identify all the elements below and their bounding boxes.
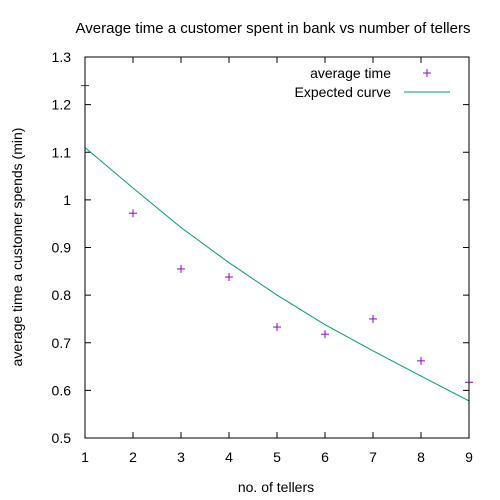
x-tick-label: 4	[225, 449, 233, 465]
y-axis-title: average time a customer spends (min)	[9, 128, 25, 367]
legend-label: Expected curve	[295, 84, 392, 100]
x-tick-label: 6	[321, 449, 329, 465]
x-tick-label: 3	[177, 449, 185, 465]
y-tick-label: 1.2	[52, 97, 72, 113]
x-tick-label: 5	[273, 449, 281, 465]
data-point	[129, 209, 137, 218]
y-tick-label: 0.8	[52, 287, 72, 303]
data-point	[321, 330, 329, 339]
y-tick-label: 0.6	[52, 382, 72, 398]
legend-marker-swatch	[423, 69, 431, 77]
y-tick-label: 1	[63, 192, 71, 208]
y-tick-label: 0.9	[52, 240, 72, 256]
data-point	[417, 356, 425, 365]
y-tick-label: 0.5	[52, 430, 72, 446]
series-1	[84, 147, 470, 402]
x-tick-label: 1	[81, 449, 89, 465]
data-point	[273, 323, 281, 332]
x-tick-label: 8	[417, 449, 425, 465]
data-point	[177, 264, 185, 273]
expected-curve-line	[84, 147, 470, 402]
data-point	[225, 273, 233, 282]
y-tick-label: 1.1	[52, 144, 72, 160]
x-tick-label: 9	[465, 449, 473, 465]
x-tick-label: 2	[129, 449, 137, 465]
data-point	[369, 314, 377, 323]
y-tick-label: 0.7	[52, 335, 72, 351]
x-tick-label: 7	[369, 449, 377, 465]
chart-title: Average time a customer spent in bank vs…	[76, 20, 471, 37]
y-tick-label: 1.3	[52, 49, 72, 65]
x-axis-title: no. of tellers	[238, 479, 314, 495]
plot-frame	[84, 56, 470, 439]
legend-label: average time	[310, 65, 391, 81]
legend: average time Expected curve	[295, 65, 450, 100]
